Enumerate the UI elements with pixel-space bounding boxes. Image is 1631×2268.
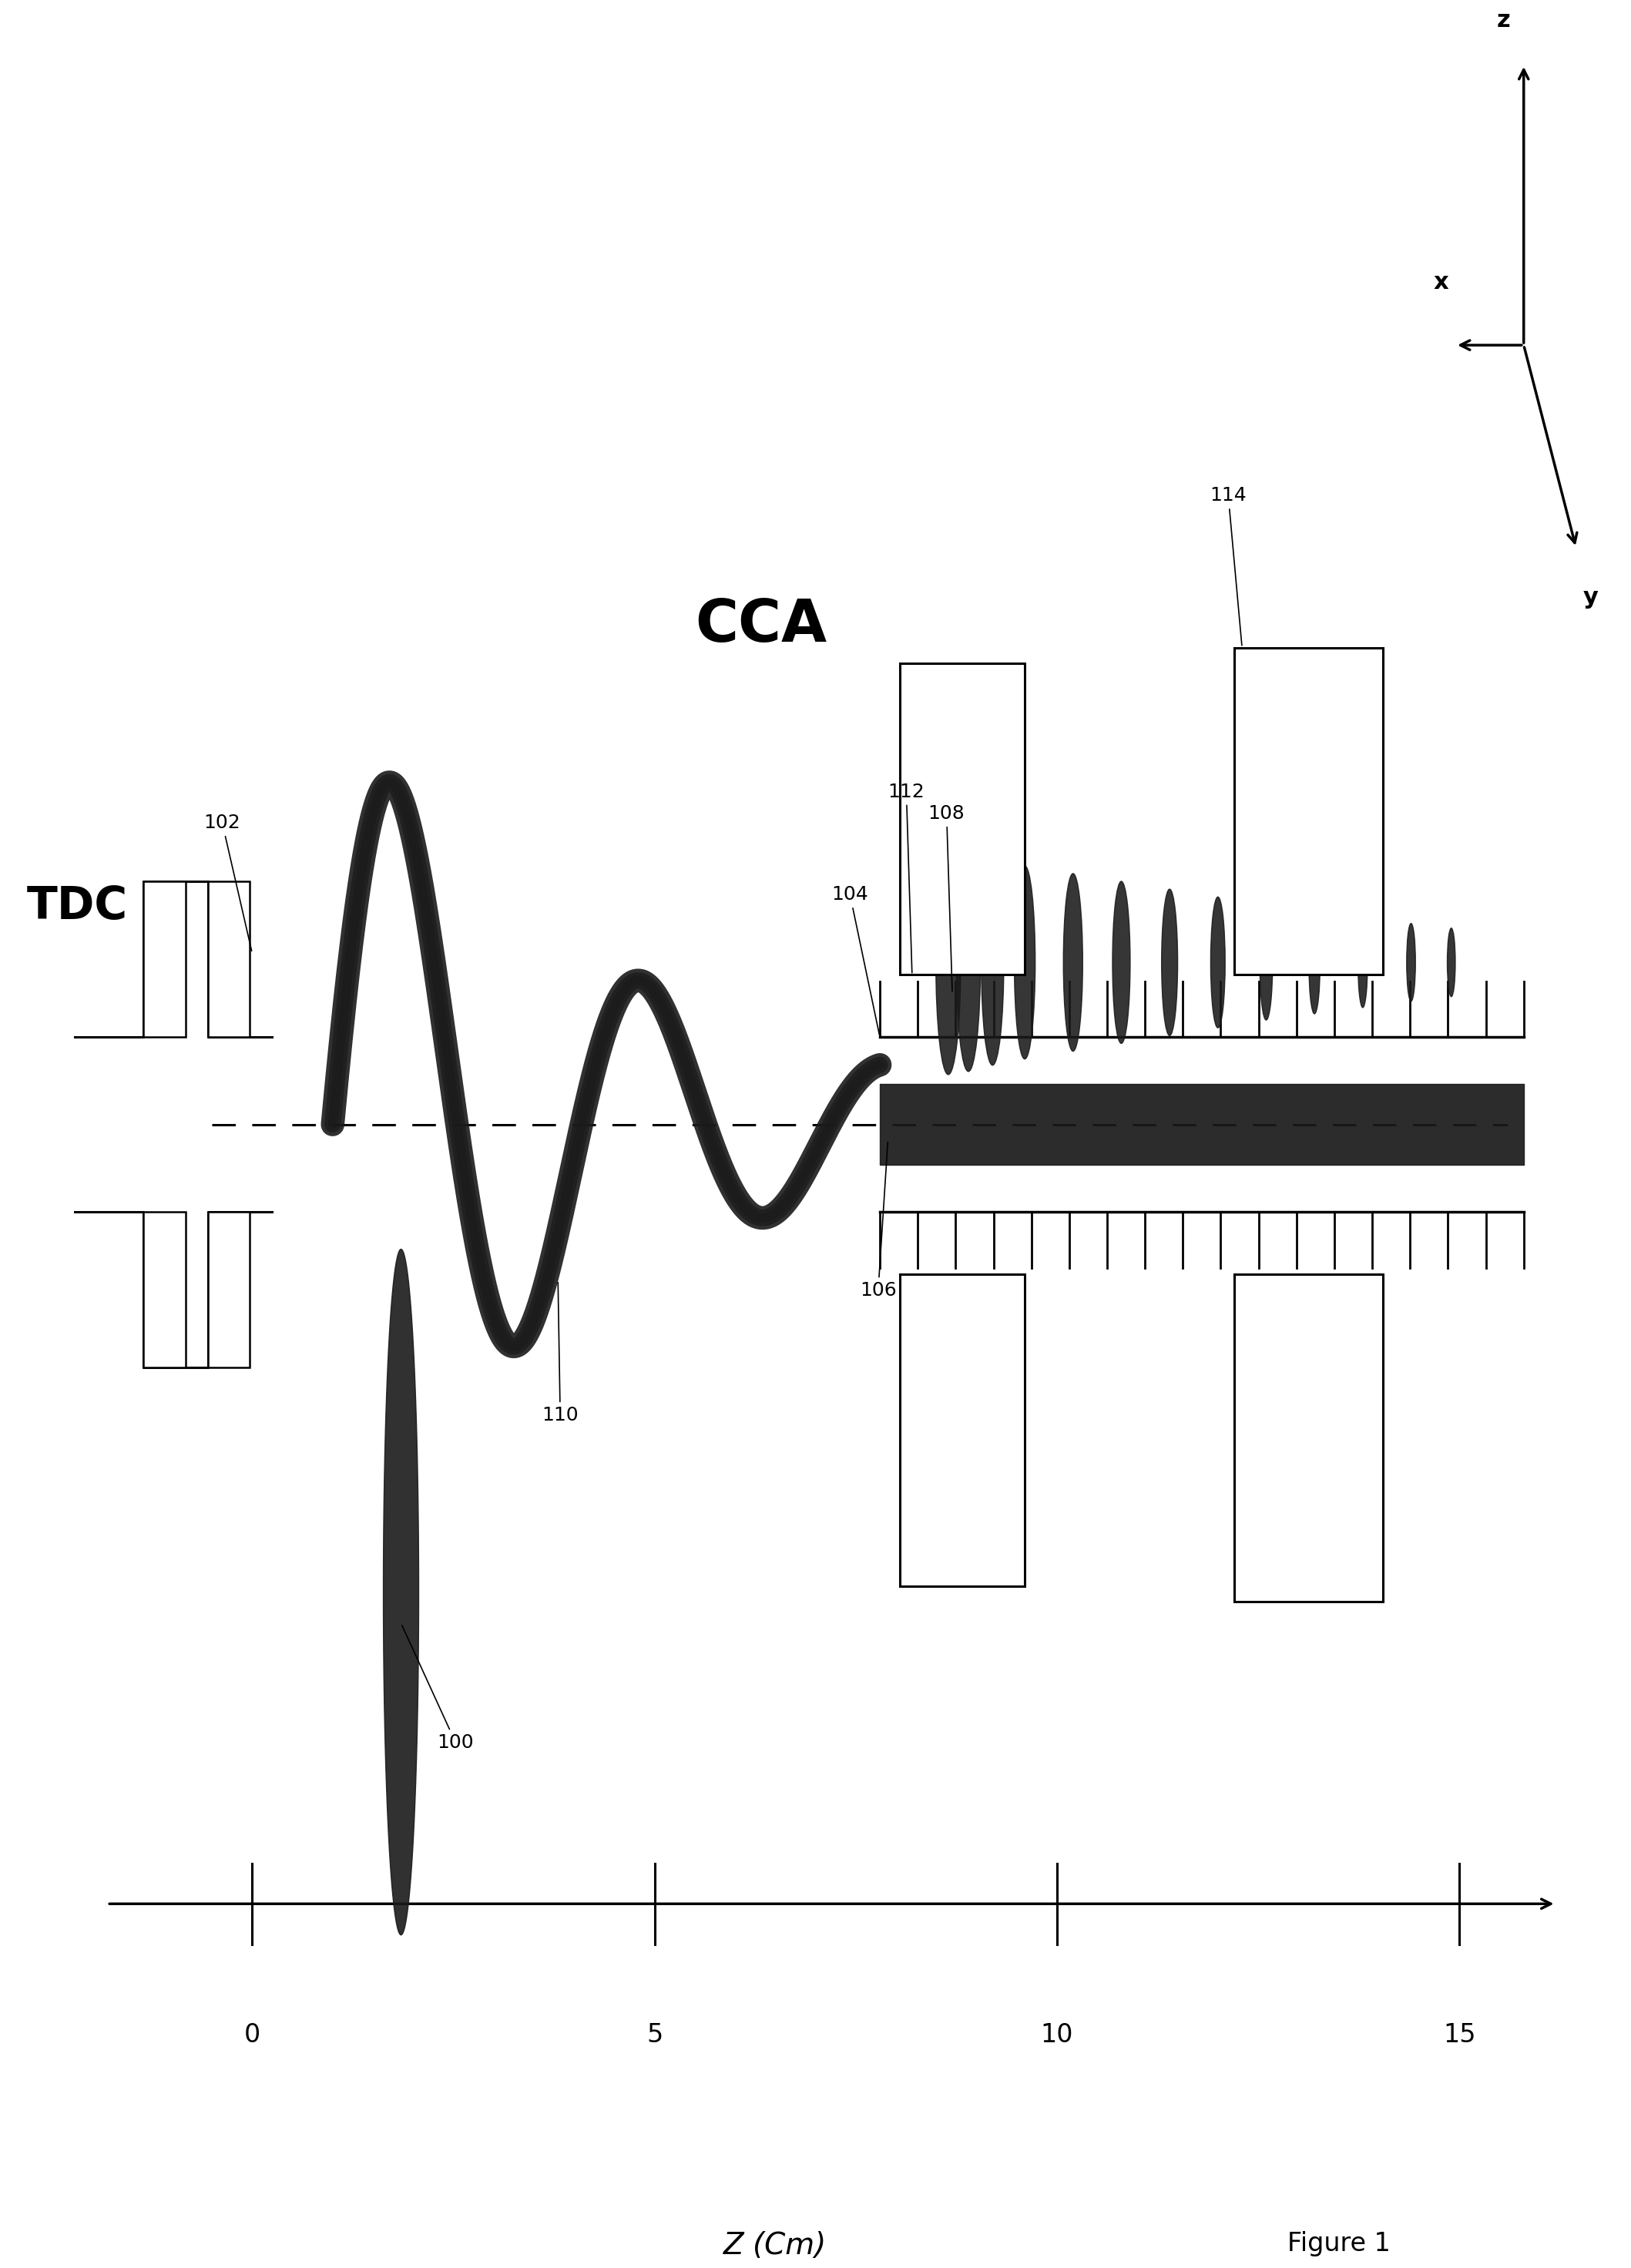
Text: 10: 10 (1041, 2023, 1073, 2048)
Text: 108: 108 (928, 805, 966, 991)
Text: 112: 112 (887, 782, 925, 973)
Ellipse shape (1359, 916, 1367, 1007)
Text: y: y (1582, 585, 1598, 608)
Text: 110: 110 (541, 1281, 579, 1424)
Bar (144, 1211, 186, 1368)
Text: z: z (1497, 9, 1510, 32)
Ellipse shape (956, 853, 980, 1070)
Ellipse shape (1406, 923, 1416, 1002)
Ellipse shape (1161, 889, 1178, 1036)
Ellipse shape (1210, 896, 1225, 1027)
Bar (207, 882, 250, 1036)
Ellipse shape (1447, 928, 1455, 996)
Text: 102: 102 (204, 814, 251, 950)
Ellipse shape (1063, 873, 1083, 1052)
Text: 15: 15 (1443, 2023, 1476, 2048)
Bar (900, 662, 1024, 975)
Ellipse shape (1259, 905, 1272, 1021)
Ellipse shape (982, 860, 1003, 1066)
Text: 0: 0 (245, 2023, 261, 2048)
Text: x: x (1434, 272, 1448, 293)
Bar (144, 882, 186, 1036)
Text: 5: 5 (646, 2023, 662, 2048)
Text: CCA: CCA (695, 596, 827, 653)
Bar (900, 1275, 1024, 1585)
Ellipse shape (936, 850, 961, 1075)
Text: 114: 114 (1210, 485, 1246, 646)
Ellipse shape (1308, 912, 1319, 1014)
Ellipse shape (1014, 866, 1036, 1059)
Bar (1235, 1275, 1383, 1601)
Bar (207, 1211, 250, 1368)
Text: 104: 104 (832, 885, 879, 1034)
Text: 106: 106 (860, 1143, 897, 1300)
Text: Figure 1: Figure 1 (1287, 2232, 1390, 2257)
Text: TDC: TDC (26, 885, 127, 928)
Ellipse shape (1112, 882, 1130, 1043)
Polygon shape (383, 1250, 419, 1935)
Bar (1235, 649, 1383, 975)
Text: Z (Cm): Z (Cm) (724, 2232, 827, 2261)
Text: 100: 100 (401, 1626, 475, 1751)
